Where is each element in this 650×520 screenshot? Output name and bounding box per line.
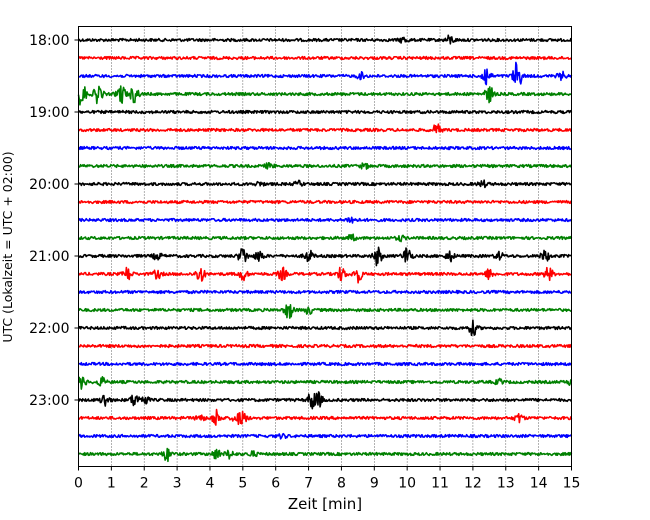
- trace-2330: [77, 432, 573, 440]
- trace-2215: [78, 343, 572, 349]
- trace-1800: [77, 34, 572, 45]
- x-tick-label: 7: [304, 476, 313, 492]
- x-tick-label: 14: [530, 476, 548, 492]
- grid-lines: [111, 26, 539, 467]
- trace-2315: [78, 408, 573, 426]
- trace-1900: [77, 109, 573, 115]
- x-tick-label: 0: [74, 476, 83, 492]
- y-axis-label: UTC (Lokalzeit = UTC + 02:00): [0, 151, 15, 342]
- x-tick-label: 13: [497, 476, 515, 492]
- trace-1930: [77, 145, 572, 151]
- trace-2300: [78, 391, 573, 410]
- y-tick-label: 19:00: [29, 105, 69, 121]
- seismogram-traces: [77, 34, 573, 463]
- trace-2045: [77, 233, 573, 243]
- trace-1945: [77, 161, 572, 170]
- trace-1830: [78, 61, 573, 86]
- x-axis-label: Zeit [min]: [288, 495, 362, 513]
- plot-frame: [78, 26, 572, 467]
- y-tick-label: 18:00: [29, 33, 69, 49]
- y-tick-label: 21:00: [29, 249, 69, 265]
- x-tick-label: 9: [370, 476, 379, 492]
- x-tick-label: 4: [206, 476, 215, 492]
- trace-2200: [77, 319, 572, 337]
- x-tick-label: 3: [173, 476, 182, 492]
- x-tick-label: 6: [271, 476, 280, 492]
- x-tick-label: 8: [337, 476, 346, 492]
- x-tick-label: 1: [107, 476, 116, 492]
- x-axis-ticks: 0 1 2 3 4 5 6 7 8 9 10 11 12 13 14 15: [74, 466, 581, 492]
- x-tick-label: 15: [563, 476, 581, 492]
- x-tick-label: 5: [238, 476, 247, 492]
- y-axis-ticks: 18:00 19:00 20:00 21:00 22:00 23:00: [29, 33, 79, 409]
- trace-2230: [78, 361, 573, 367]
- trace-2015: [77, 199, 573, 205]
- x-tick-label: 12: [464, 476, 482, 492]
- trace-1815: [78, 55, 573, 61]
- x-tick-label: 11: [431, 476, 449, 492]
- trace-2000: [77, 179, 572, 189]
- trace-2245: [78, 376, 573, 390]
- y-tick-label: 22:00: [29, 321, 69, 337]
- trace-2130: [78, 289, 572, 295]
- x-tick-label: 2: [140, 476, 149, 492]
- trace-2030: [78, 216, 573, 224]
- trace-1845: [77, 85, 572, 106]
- y-tick-label: 20:00: [29, 177, 69, 193]
- trace-1915: [77, 123, 573, 134]
- y-tick-label: 23:00: [29, 393, 69, 409]
- trace-2345: [78, 447, 573, 463]
- x-tick-label: 10: [398, 476, 416, 492]
- trace-2115: [78, 266, 572, 284]
- trace-2100: [77, 246, 572, 267]
- trace-2145: [78, 304, 572, 319]
